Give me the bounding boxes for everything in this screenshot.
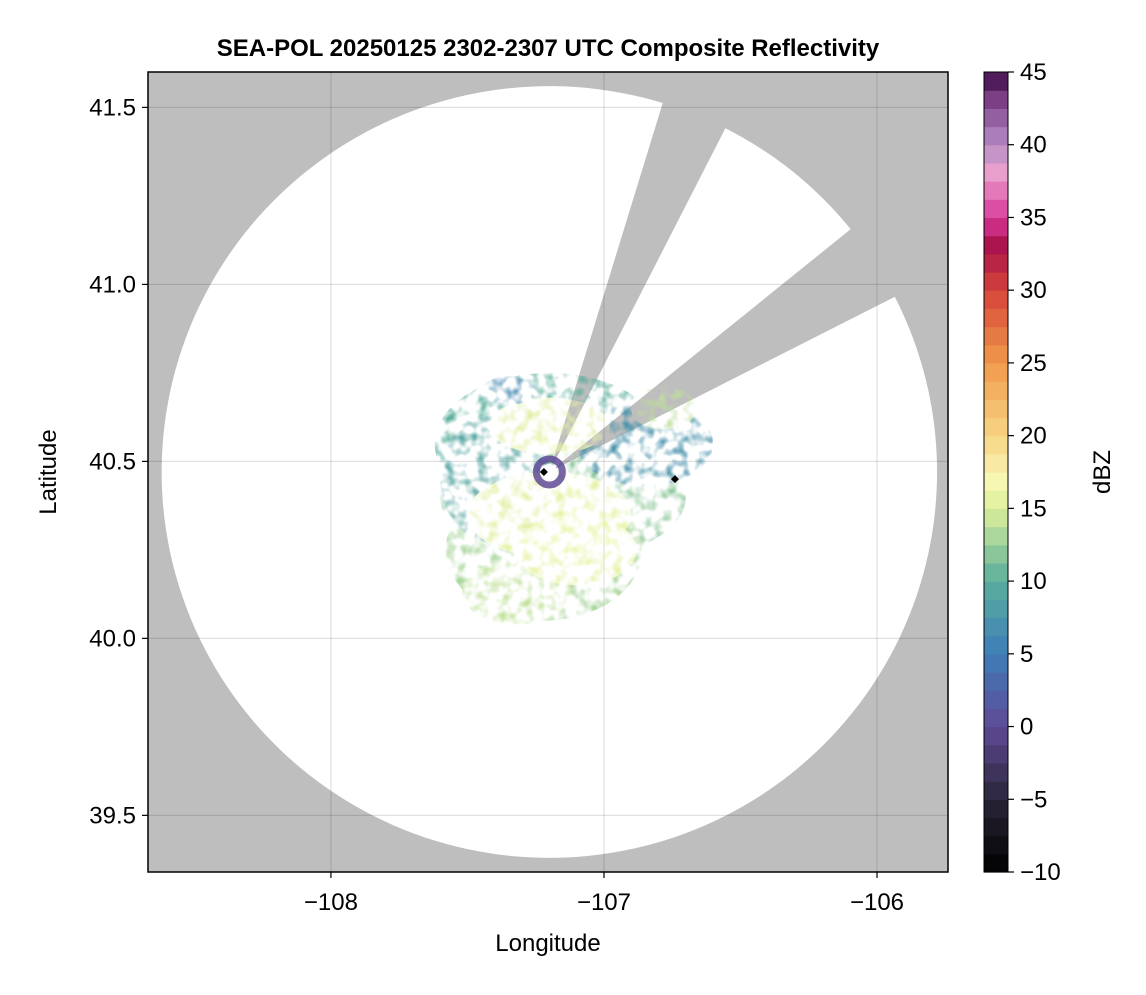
colorbar-bin (984, 362, 1008, 382)
colorbar-bin (984, 853, 1008, 873)
colorbar-bin (984, 544, 1008, 564)
colorbar-bin (984, 126, 1008, 146)
colorbar-bin (984, 617, 1008, 637)
x-axis-label: Longitude (495, 930, 600, 957)
x-tick-label: −106 (850, 889, 904, 916)
colorbar-bin (984, 108, 1008, 128)
colorbar-bin (984, 744, 1008, 764)
plot-frame (147, 71, 949, 873)
y-tick-label: 40.0 (89, 625, 136, 652)
colorbar-bin (984, 817, 1008, 837)
colorbar-tick-label: 40 (1020, 132, 1047, 159)
colorbar-tick-label: −10 (1020, 859, 1061, 886)
colorbar-bin (984, 453, 1008, 473)
x-tick-label: −108 (304, 889, 358, 916)
colorbar-bin (984, 653, 1008, 673)
colorbar-bin (984, 726, 1008, 746)
colorbar-bin (984, 435, 1008, 455)
colorbar-bin (984, 490, 1008, 509)
colorbar-bin (984, 472, 1008, 491)
colorbar-bin (984, 235, 1008, 255)
colorbar-tick-label: 10 (1020, 568, 1047, 595)
plot-area (148, 72, 948, 872)
colorbar-bin (984, 326, 1008, 346)
colorbar-bin (984, 526, 1008, 546)
y-axis: 39.5 40.0 40.5 41.0 41.5 (89, 94, 148, 829)
marker-points (539, 468, 679, 484)
colorbar-bin (984, 635, 1008, 655)
colorbar-bin (984, 217, 1008, 237)
colorbar-bin (984, 581, 1008, 600)
reflectivity-echoes (434, 372, 714, 625)
y-tick-label: 40.5 (89, 448, 136, 475)
colorbar-swatches (984, 72, 1008, 873)
x-tick-label: −107 (577, 889, 631, 916)
colorbar-bin (984, 308, 1008, 328)
marker-point (539, 468, 548, 476)
colorbar-bin (984, 690, 1008, 709)
colorbar-bin (984, 562, 1008, 582)
colorbar-ticks: 45 40 35 30 25 20 15 10 5 0 −5 −10 (1008, 59, 1061, 886)
colorbar-frame (983, 71, 1009, 873)
colorbar-bin (984, 708, 1008, 728)
colorbar-bin (984, 90, 1008, 109)
colorbar-bin (984, 381, 1008, 400)
colorbar-bin (984, 672, 1008, 691)
marker-point (670, 475, 679, 484)
colorbar-bin (984, 253, 1008, 273)
y-tick-label: 39.5 (89, 802, 136, 829)
colorbar-tick-label: −5 (1020, 786, 1047, 813)
colorbar-bin (984, 599, 1008, 619)
y-axis-label: Latitude (35, 429, 62, 514)
colorbar-bin (984, 344, 1008, 364)
x-axis: −108 −107 −106 (304, 872, 904, 916)
colorbar-bin (984, 181, 1008, 200)
colorbar-bin (984, 762, 1008, 782)
colorbar-bin (984, 199, 1008, 219)
colorbar-bin (984, 144, 1008, 164)
y-tick-label: 41.5 (89, 94, 136, 121)
colorbar-bin (984, 799, 1008, 819)
colorbar-tick-label: 45 (1020, 59, 1047, 86)
colorbar-bin (984, 508, 1008, 528)
colorbar-tick-label: 20 (1020, 423, 1047, 450)
colorbar-tick-label: 30 (1020, 277, 1047, 304)
colorbar-bin (984, 835, 1008, 855)
colorbar-tick-label: 15 (1020, 495, 1047, 522)
colorbar-tick-label: 25 (1020, 350, 1047, 377)
colorbar-bin (984, 272, 1008, 291)
colorbar: 45 40 35 30 25 20 15 10 5 0 −5 −10 dBZ (983, 59, 1116, 886)
colorbar-bin (984, 72, 1008, 91)
colorbar-label: dBZ (1089, 450, 1116, 494)
colorbar-tick-label: 5 (1020, 641, 1033, 668)
colorbar-tick-label: 35 (1020, 204, 1047, 231)
colorbar-bin (984, 399, 1008, 419)
y-tick-label: 41.0 (89, 271, 136, 298)
colorbar-tick-label: 0 (1020, 714, 1033, 741)
colorbar-bin (984, 290, 1008, 309)
colorbar-bin (984, 781, 1008, 800)
colorbar-bin (984, 417, 1008, 437)
chart-title: SEA-POL 20250125 2302-2307 UTC Composite… (217, 35, 880, 62)
colorbar-bin (984, 162, 1008, 182)
